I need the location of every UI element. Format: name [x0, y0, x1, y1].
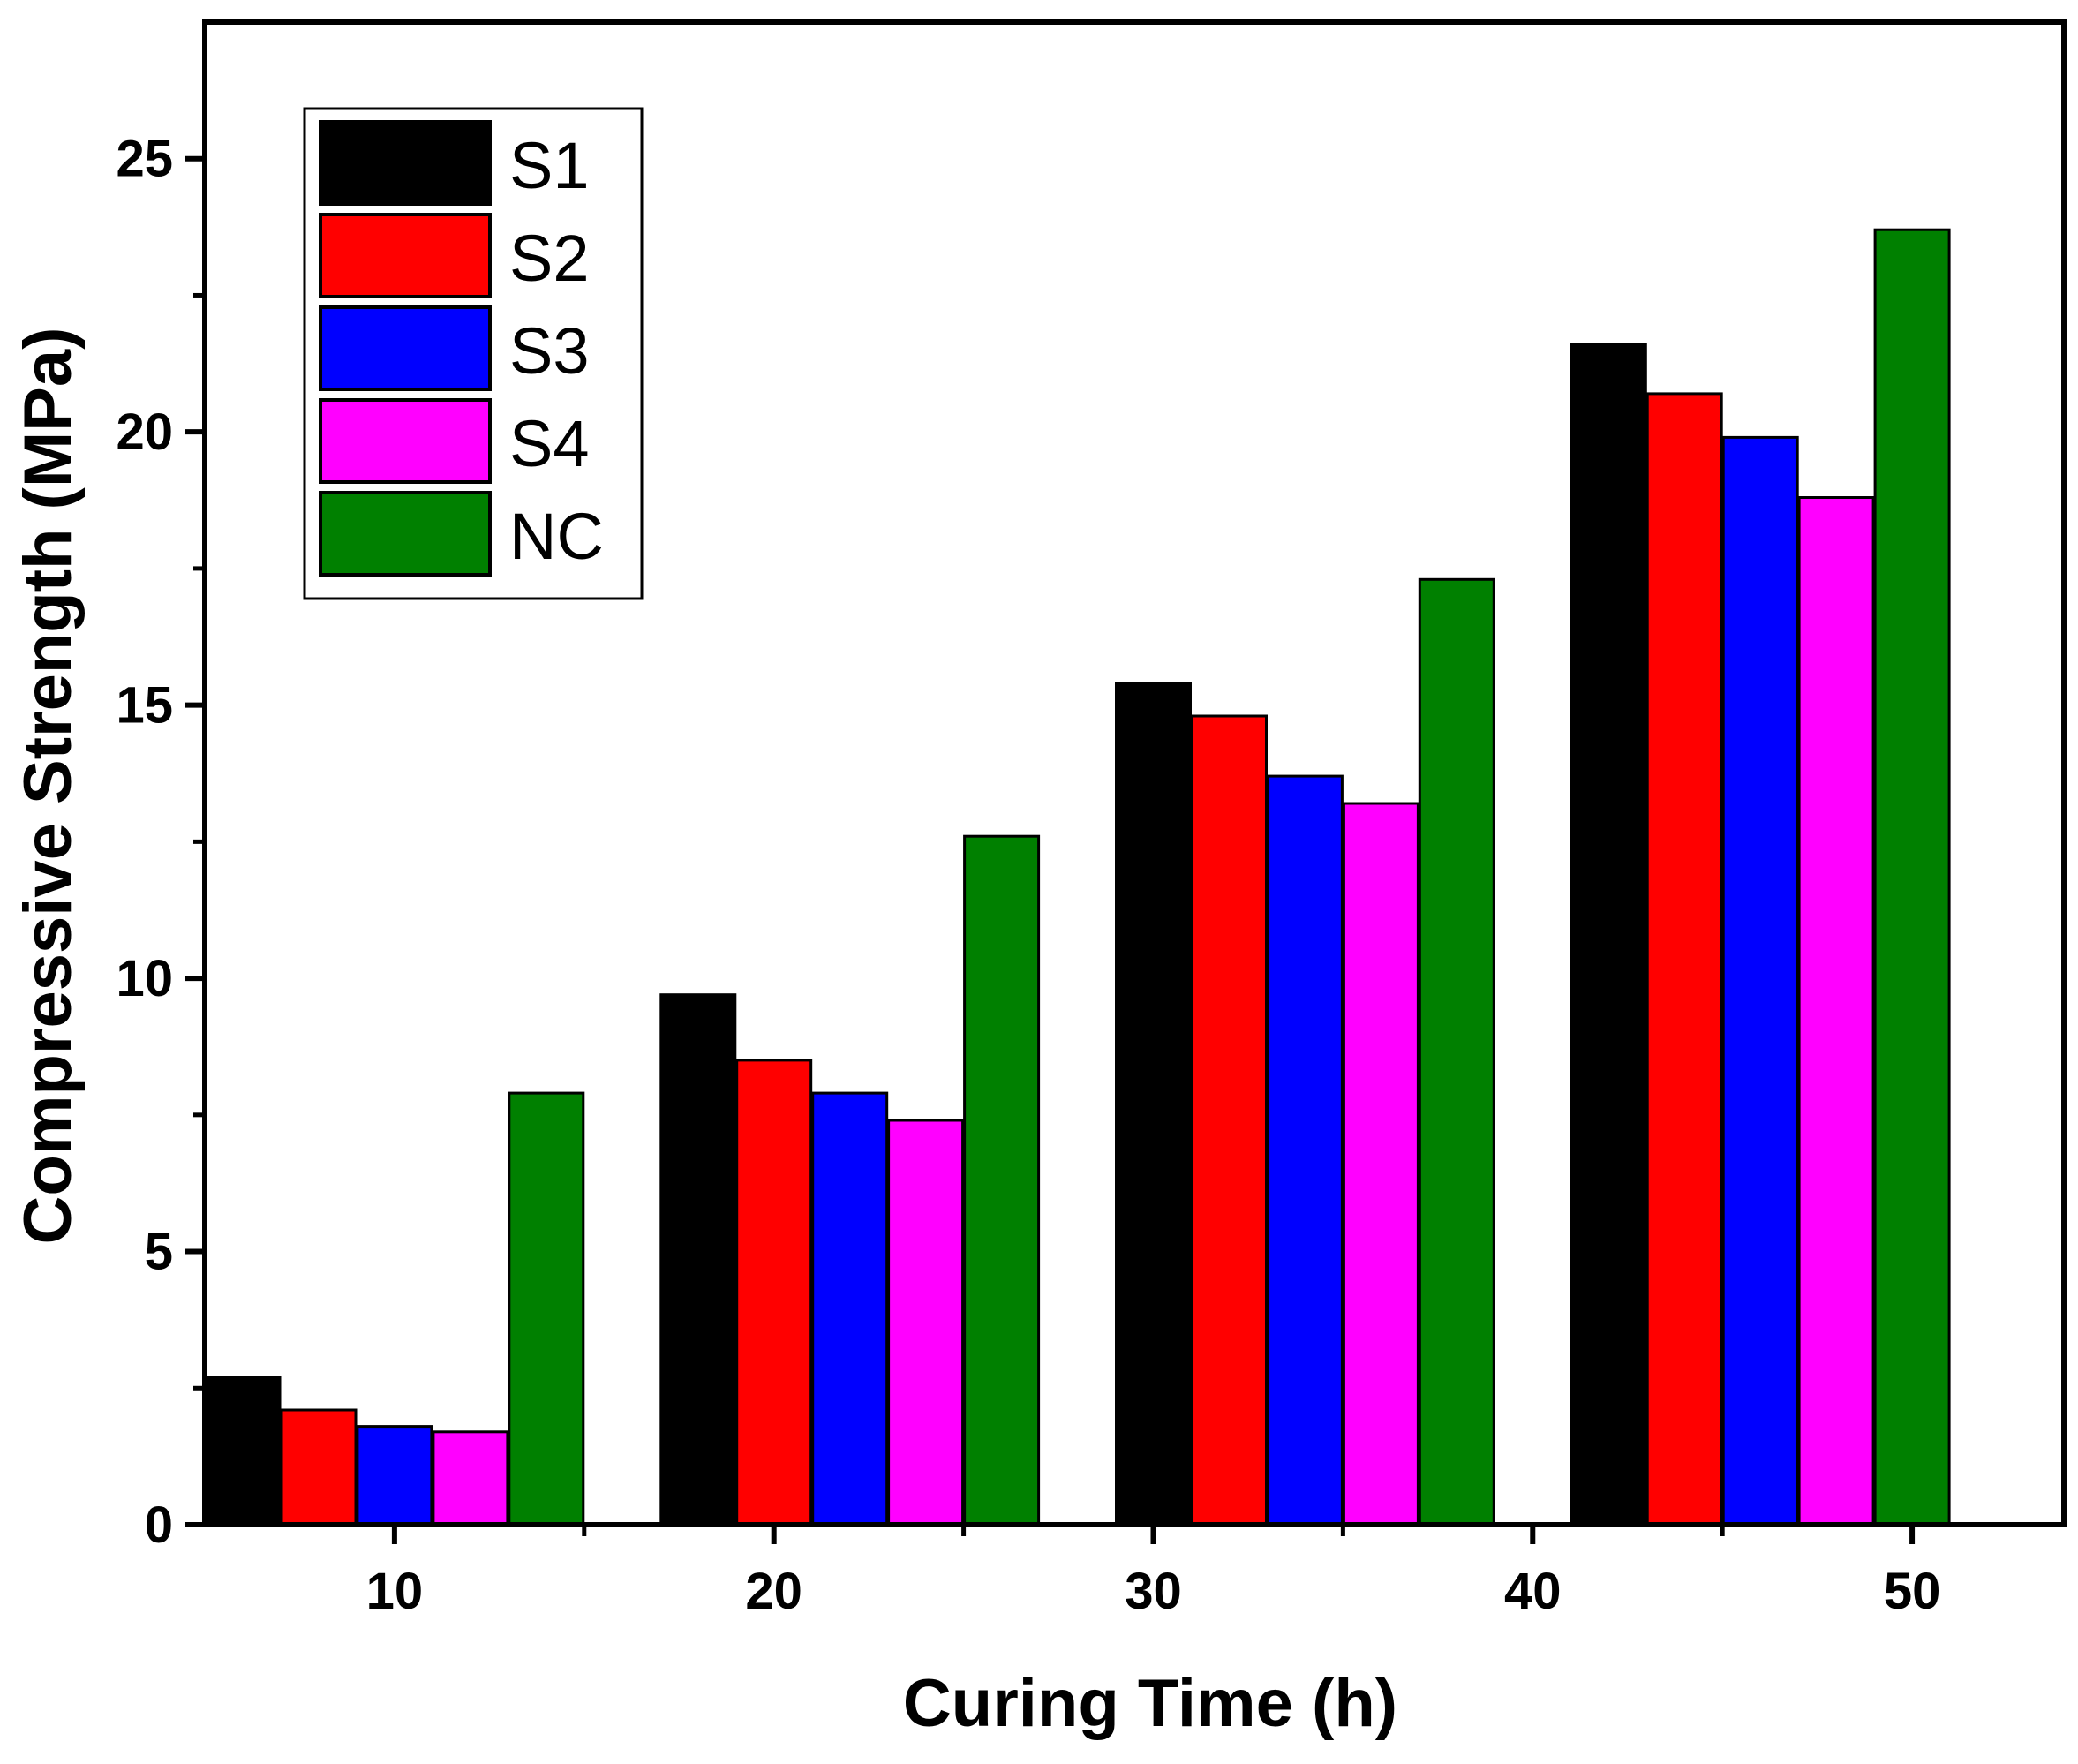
y-axis-title: Compressive Strength (MPa): [11, 328, 86, 1245]
bar-s1-20: [659, 993, 737, 1527]
bar-s3-20: [811, 1091, 889, 1527]
bar-s3-40: [1721, 435, 1799, 1527]
bar-s4-40: [1797, 496, 1875, 1527]
bar-nc-30: [1418, 577, 1495, 1527]
y-tick-label: 10: [116, 950, 173, 1007]
x-tick-label: 20: [745, 1563, 802, 1620]
bar-nc-20: [963, 834, 1041, 1527]
bar-s2-20: [735, 1059, 813, 1527]
bar-s4-20: [887, 1119, 965, 1527]
y-tick-label: 20: [116, 403, 173, 461]
y-tick-label: 15: [116, 677, 173, 735]
bars-layer: [204, 228, 1951, 1527]
legend: S1 S2 S3 S4 NC: [303, 107, 644, 600]
bar-s4-10: [432, 1430, 509, 1527]
bar-nc-40: [1873, 228, 1951, 1527]
legend-label-nc: NC: [509, 500, 604, 573]
bar-s2-10: [280, 1408, 358, 1527]
bar-s3-30: [1266, 774, 1344, 1527]
x-tick-label: 40: [1504, 1563, 1562, 1620]
plot-frame: [202, 19, 2067, 1527]
legend-label-s2: S2: [509, 222, 590, 295]
legend-swatch-s3: [319, 305, 492, 391]
bar-s1-40: [1570, 343, 1647, 1527]
x-tick-label: 10: [366, 1563, 424, 1620]
bar-s1-30: [1115, 682, 1192, 1527]
legend-label-s1: S1: [509, 129, 590, 202]
y-tick-label: 0: [145, 1496, 173, 1554]
bar-nc-10: [508, 1091, 585, 1527]
y-tick-label: 5: [145, 1224, 173, 1281]
legend-label-s3: S3: [509, 314, 590, 388]
bar-s3-10: [356, 1425, 433, 1527]
bar-s1-10: [204, 1376, 282, 1527]
bar-s2-40: [1645, 392, 1723, 1527]
legend-label-s4: S4: [509, 407, 590, 480]
bar-s2-30: [1191, 714, 1268, 1527]
legend-swatch-s2: [319, 213, 492, 298]
legend-swatch-nc: [319, 491, 492, 577]
x-axis-title: Curing Time (h): [903, 1666, 1397, 1741]
x-tick-label: 30: [1125, 1563, 1182, 1620]
x-tick-label: 50: [1884, 1563, 1941, 1620]
legend-swatch-s1: [319, 120, 492, 206]
bar-s4-30: [1342, 802, 1419, 1527]
y-tick-label: 25: [116, 131, 173, 188]
axes-layer: 0 5 10 15 20 25 10 20 30 40 50: [116, 19, 2067, 1620]
legend-swatch-s4: [319, 398, 492, 484]
